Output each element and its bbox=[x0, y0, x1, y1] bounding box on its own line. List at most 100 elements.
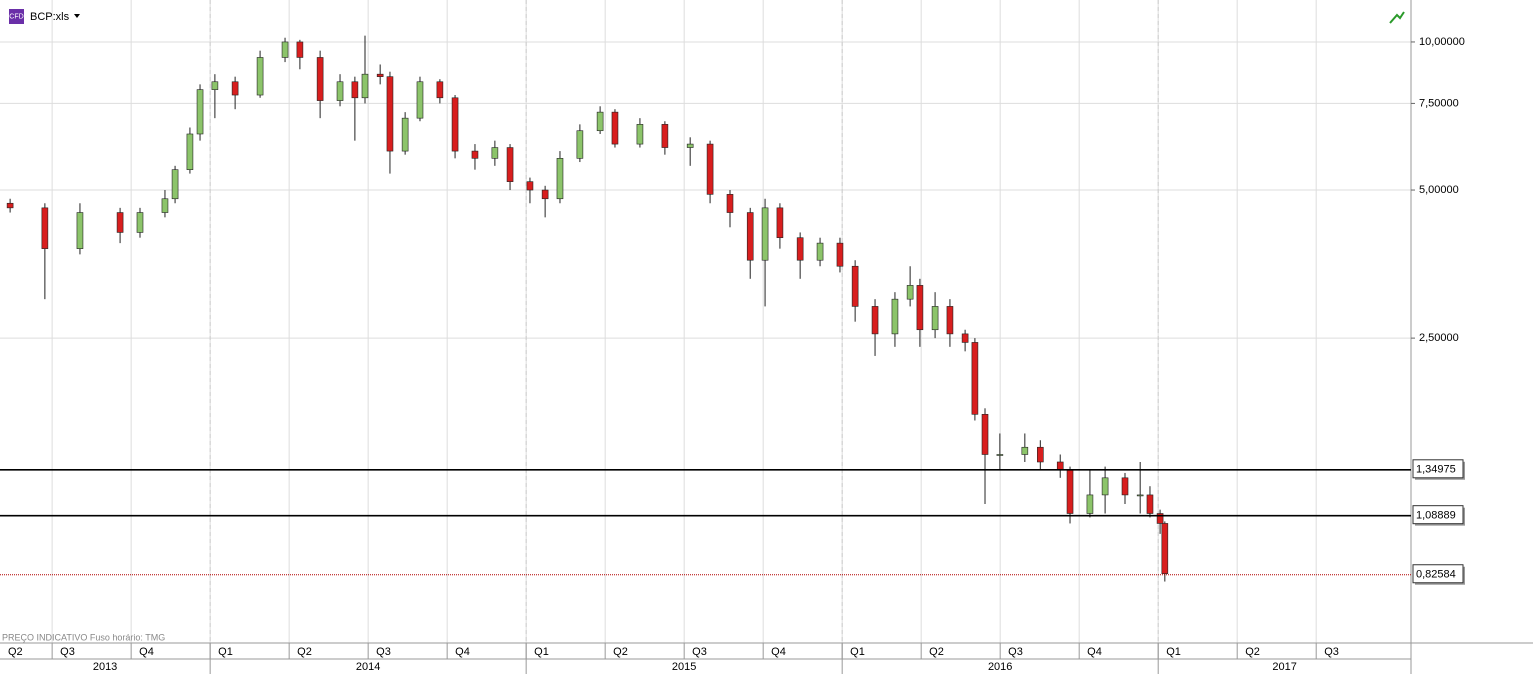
candle-body bbox=[541, 189, 549, 200]
candle-body bbox=[351, 81, 359, 99]
x-tick-label: Q2 bbox=[613, 646, 628, 658]
symbol[interactable]: BCP:xls bbox=[30, 11, 70, 23]
candle-body bbox=[1086, 494, 1094, 514]
x-tick-label: Q2 bbox=[929, 646, 944, 658]
candle-body bbox=[996, 454, 1004, 456]
candle-body bbox=[981, 414, 989, 455]
grid bbox=[0, 0, 1411, 643]
y-tick-label: 5,00000 bbox=[1419, 184, 1459, 196]
x-tick-label: Q3 bbox=[1324, 646, 1339, 658]
x-tick-label: Q3 bbox=[376, 646, 391, 658]
candle-body bbox=[1121, 477, 1129, 496]
candle-body bbox=[611, 111, 619, 145]
candle-body bbox=[41, 207, 49, 249]
candle-body bbox=[836, 242, 844, 267]
candle-body bbox=[436, 81, 444, 99]
candle-body bbox=[1146, 494, 1154, 514]
candle-body bbox=[336, 81, 344, 101]
candle-body bbox=[526, 181, 534, 191]
year-label: 2014 bbox=[356, 661, 380, 673]
candle-body bbox=[196, 89, 204, 135]
x-tick-label: Q1 bbox=[1166, 646, 1181, 658]
x-tick-label: Q1 bbox=[850, 646, 865, 658]
candle-body bbox=[161, 198, 169, 213]
candle-body bbox=[1156, 513, 1164, 524]
candle-body bbox=[946, 306, 954, 335]
level-label-box bbox=[1412, 564, 1464, 584]
level-label-box bbox=[1412, 505, 1464, 525]
candle-body bbox=[401, 117, 409, 152]
x-tick-label: Q3 bbox=[692, 646, 707, 658]
candle-body bbox=[796, 237, 804, 261]
candle-body bbox=[851, 265, 859, 307]
candle-body bbox=[816, 242, 824, 261]
candle-body bbox=[471, 150, 479, 159]
candle-body bbox=[211, 81, 219, 90]
candle-body bbox=[1066, 469, 1074, 514]
candle-body bbox=[891, 298, 899, 335]
candle-body bbox=[231, 81, 239, 96]
candle-body bbox=[961, 333, 969, 343]
candle-body bbox=[746, 212, 754, 261]
candle-body bbox=[361, 73, 369, 99]
y-tick-label: 2,50000 bbox=[1419, 332, 1459, 344]
candle-body bbox=[776, 207, 784, 239]
x-tick-label: Q4 bbox=[771, 646, 786, 658]
x-tick-label: Q4 bbox=[1087, 646, 1102, 658]
candle-body bbox=[556, 158, 564, 200]
candle-body bbox=[116, 212, 124, 233]
footer-note: PREÇO INDICATIVO Fuso horário: TMG bbox=[2, 632, 165, 642]
candle-body bbox=[171, 169, 179, 200]
candle-body bbox=[256, 57, 264, 96]
candle-body bbox=[596, 111, 604, 132]
candle-body bbox=[1136, 494, 1144, 497]
candle-body bbox=[376, 73, 384, 77]
trend-icon[interactable] bbox=[1389, 11, 1405, 24]
y-tick-label: 10,00000 bbox=[1419, 36, 1465, 48]
candle-body bbox=[451, 97, 459, 152]
candle-body bbox=[906, 285, 914, 300]
level-label: 1,34975 bbox=[1416, 464, 1456, 476]
candle-body bbox=[1056, 461, 1064, 471]
x-tick-label: Q1 bbox=[534, 646, 549, 658]
candle-body bbox=[686, 143, 694, 148]
level-label-box bbox=[1412, 459, 1464, 479]
x-tick-label: Q4 bbox=[139, 646, 154, 658]
candle-body bbox=[971, 342, 979, 415]
year-label: 2016 bbox=[988, 661, 1012, 673]
candle-body bbox=[1161, 523, 1169, 574]
candle-body bbox=[296, 41, 304, 58]
candle-body bbox=[1021, 446, 1029, 455]
candle-body bbox=[761, 207, 769, 261]
dropdown-arrow[interactable] bbox=[74, 14, 80, 18]
candle-body bbox=[931, 306, 939, 331]
year-label: 2013 bbox=[93, 661, 117, 673]
candle-body bbox=[916, 285, 924, 331]
candle-body bbox=[76, 212, 84, 249]
candle-body bbox=[186, 133, 194, 170]
x-tick-label: Q1 bbox=[218, 646, 233, 658]
plot bbox=[6, 35, 1169, 582]
x-tick-label: Q4 bbox=[455, 646, 470, 658]
x-tick-label: Q3 bbox=[60, 646, 75, 658]
level-label: 1,08889 bbox=[1416, 510, 1456, 522]
candle-body bbox=[1101, 477, 1109, 496]
candle-body bbox=[386, 76, 394, 152]
x-tick-label: Q2 bbox=[1245, 646, 1260, 658]
y-tick-label: 7,50000 bbox=[1419, 97, 1459, 109]
candle-body bbox=[706, 143, 714, 195]
candle-body bbox=[281, 41, 289, 58]
candle-body bbox=[1037, 446, 1044, 463]
candle-body bbox=[726, 194, 734, 213]
candle-body bbox=[316, 57, 324, 101]
level-label: 0,82584 bbox=[1416, 569, 1456, 581]
year-label: 2017 bbox=[1272, 661, 1296, 673]
candle-body bbox=[6, 202, 14, 209]
badge-icon[interactable] bbox=[9, 9, 24, 24]
x-tick-label: Q2 bbox=[8, 646, 23, 658]
x-tick-label: Q2 bbox=[297, 646, 312, 658]
candle-body bbox=[136, 212, 144, 233]
candle-body bbox=[576, 130, 584, 159]
candle-body bbox=[491, 147, 499, 159]
